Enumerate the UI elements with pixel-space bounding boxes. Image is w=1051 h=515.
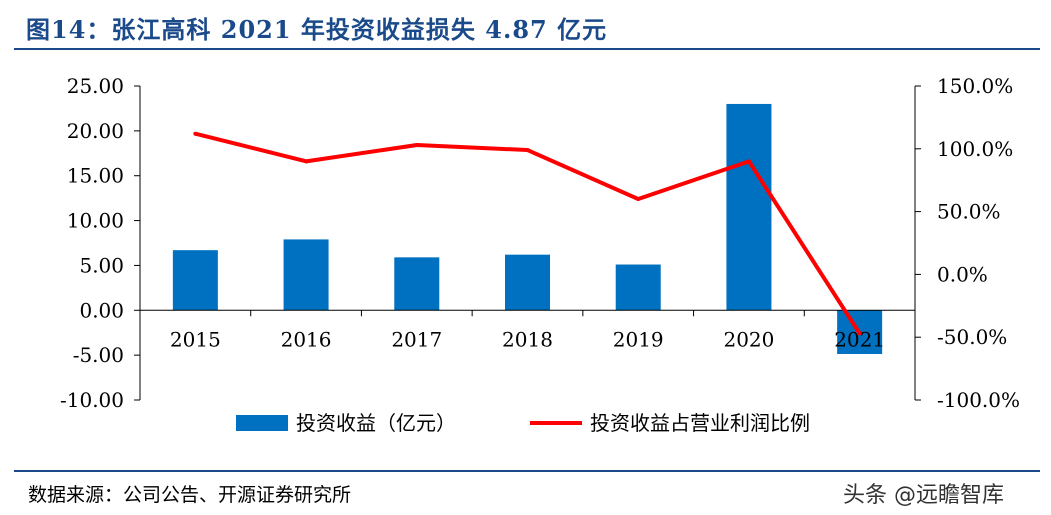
bar-2019 (615, 264, 661, 311)
watermark: 头条 @远瞻智库 (843, 483, 1004, 508)
legend-bar-swatch (236, 415, 288, 431)
ratio-point-2019 (636, 197, 641, 202)
combo-chart: -10.00 -5.00 0.00 5.00 10.00 15.00 20.00 25.00 -… (60, 74, 1020, 435)
y-left-tick-label: 15.00 (67, 164, 124, 188)
source-note: 数据来源：公司公告、开源证券研究所 (28, 484, 352, 506)
ratio-point-2017 (414, 143, 419, 148)
y-left-tick-label: 10.00 (67, 209, 124, 233)
x-tick-label-2018: 2018 (502, 327, 553, 351)
y-left-tick-label: 5.00 (79, 253, 124, 277)
bar-2016 (283, 239, 329, 311)
y-left-tick-label: -10.00 (60, 388, 124, 412)
y-right-tick-label: 100.0% (937, 137, 1013, 161)
y-right-tick-label: 150.0% (937, 74, 1013, 98)
y-right-tick-label: -50.0% (937, 325, 1007, 349)
ratio-point-2018 (525, 148, 530, 153)
y-left-tick-label: 0.00 (79, 298, 124, 322)
bar-2017 (394, 257, 440, 311)
ratio-point-2015 (193, 131, 198, 136)
x-tick-label-2019: 2019 (613, 327, 664, 351)
bar-2018 (505, 254, 550, 311)
x-tick-label-2017: 2017 (391, 327, 442, 351)
y-right-tick-label: -100.0% (937, 388, 1020, 412)
chart-title: 图14：张江高科 2021 年投资收益损失 4.87 亿元 (26, 15, 608, 44)
legend-bar-label: 投资收益（亿元） (296, 411, 456, 435)
legend-line-label: 投资收益占营业利润比例 (590, 411, 810, 435)
y-left-tick-label: 25.00 (67, 74, 124, 98)
y-right-tick-label: 0.0% (937, 262, 988, 286)
bar-2015 (172, 250, 218, 311)
y-left-tick-label: -5.00 (73, 343, 124, 367)
ratio-point-2021 (857, 331, 862, 336)
x-tick-label-2016: 2016 (281, 327, 332, 351)
footer-divider (14, 470, 1040, 472)
title-divider (14, 48, 1040, 50)
y-right-tick-label: 50.0% (937, 200, 1001, 224)
x-tick-label-2015: 2015 (170, 327, 221, 351)
ratio-point-2016 (304, 159, 309, 164)
x-tick-label-2020: 2020 (723, 327, 774, 351)
bar-2020 (726, 103, 772, 311)
y-left-tick-label: 20.00 (67, 119, 124, 143)
ratio-point-2020 (746, 159, 751, 164)
